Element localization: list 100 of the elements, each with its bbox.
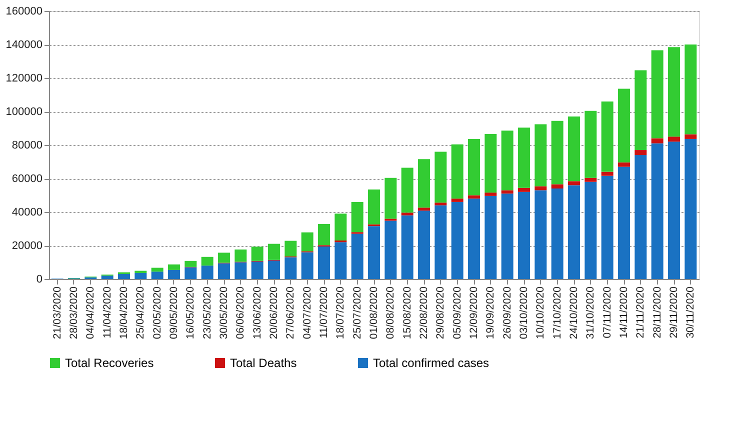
bar <box>284 257 297 279</box>
bar <box>584 110 597 178</box>
x-tick-label: 04/07/2020 <box>301 286 314 340</box>
bar <box>401 168 414 213</box>
bar <box>418 210 430 279</box>
y-tick-label: 80000 <box>12 140 42 152</box>
bar <box>118 274 130 279</box>
x-tick-label: 12/09/2020 <box>468 286 480 340</box>
bar <box>351 234 364 279</box>
bar <box>551 188 564 279</box>
bar <box>551 120 564 184</box>
bar <box>168 270 180 279</box>
bar <box>268 260 280 279</box>
y-tick-label: 160000 <box>6 6 42 18</box>
bar <box>201 256 214 266</box>
x-tick-label: 09/05/2020 <box>168 286 180 340</box>
bar <box>601 172 614 176</box>
x-tick-label: 24/10/2020 <box>568 286 580 340</box>
bar <box>218 252 230 263</box>
bar <box>301 232 314 252</box>
x-tick-label: 02/05/2020 <box>151 286 164 340</box>
legend-label: Total Deaths <box>230 356 297 370</box>
bar <box>684 134 697 139</box>
y-tick-label: 0 <box>36 274 42 286</box>
y-tick-label: 140000 <box>6 39 42 51</box>
x-tick-label: 10/10/2020 <box>534 286 547 340</box>
x-tick-label: 15/08/2020 <box>401 286 414 340</box>
x-tick-label: 11/04/2020 <box>101 286 114 338</box>
bar <box>434 152 447 203</box>
bar <box>684 138 697 279</box>
bar <box>184 267 197 279</box>
x-tick-label: 04/04/2020 <box>84 286 97 340</box>
x-tick-label: 28/03/2020 <box>68 286 80 340</box>
bar <box>318 246 330 279</box>
bar <box>618 166 630 279</box>
x-tick-label: 21/11/2020 <box>634 286 647 338</box>
bar <box>484 196 497 279</box>
y-tick-label: 120000 <box>6 72 42 84</box>
x-tick-label: 30/11/2020 <box>684 286 697 338</box>
bar <box>568 181 580 186</box>
bar <box>484 192 497 196</box>
bar <box>501 190 514 194</box>
bar <box>584 182 597 279</box>
bar <box>301 252 314 279</box>
bar <box>184 260 197 267</box>
bar <box>384 178 397 219</box>
bar <box>684 44 697 134</box>
bar <box>218 263 230 279</box>
bar <box>434 202 447 206</box>
x-tick-label: 26/09/2020 <box>501 286 514 340</box>
x-tick-label: 23/05/2020 <box>201 286 214 340</box>
bar <box>384 220 397 279</box>
bar <box>418 208 430 211</box>
y-tick-label: 40000 <box>12 206 42 218</box>
x-tick-label: 17/10/2020 <box>551 286 564 340</box>
bar <box>401 212 414 216</box>
bar <box>451 144 464 199</box>
bar <box>534 186 547 190</box>
x-tick-label: 29/08/2020 <box>434 286 447 340</box>
bar <box>468 138 480 196</box>
bar <box>284 240 297 256</box>
x-tick-label: 18/07/2020 <box>334 286 347 340</box>
bar <box>634 70 647 150</box>
bar <box>351 202 364 232</box>
x-tick-label: 30/05/2020 <box>218 286 230 340</box>
bar <box>534 124 547 186</box>
bar <box>484 134 497 193</box>
bar <box>668 47 680 137</box>
bar <box>634 150 647 156</box>
bar <box>418 159 430 208</box>
x-tick-label: 07/11/2020 <box>601 286 614 338</box>
bar <box>368 226 380 279</box>
bar <box>518 188 530 192</box>
bar <box>568 185 580 279</box>
bar <box>651 50 664 138</box>
bar <box>151 268 164 272</box>
x-tick-label: 01/08/2020 <box>368 286 380 340</box>
bar <box>251 246 264 261</box>
x-tick-label: 14/11/2020 <box>618 286 630 338</box>
x-tick-label: 08/08/2020 <box>384 286 397 340</box>
bar <box>568 116 580 182</box>
x-tick-label: 22/08/2020 <box>418 286 430 340</box>
bar <box>518 128 530 188</box>
bar <box>234 262 247 279</box>
bar <box>401 215 414 279</box>
bar <box>201 266 214 279</box>
x-tick-label: 05/09/2020 <box>451 286 464 340</box>
bar <box>268 244 280 260</box>
bar <box>518 192 530 279</box>
bar <box>334 242 347 279</box>
x-tick-label: 25/04/2020 <box>134 286 147 340</box>
x-tick-label: 06/06/2020 <box>234 286 247 340</box>
legend-label: Total Recoveries <box>65 356 154 370</box>
x-tick-label: 13/06/2020 <box>251 286 264 340</box>
bar <box>234 250 247 262</box>
x-tick-label: 20/06/2020 <box>268 286 280 340</box>
bar <box>501 130 514 190</box>
x-tick-label: 31/10/2020 <box>584 286 597 340</box>
bar <box>318 224 330 246</box>
bar <box>551 184 564 189</box>
